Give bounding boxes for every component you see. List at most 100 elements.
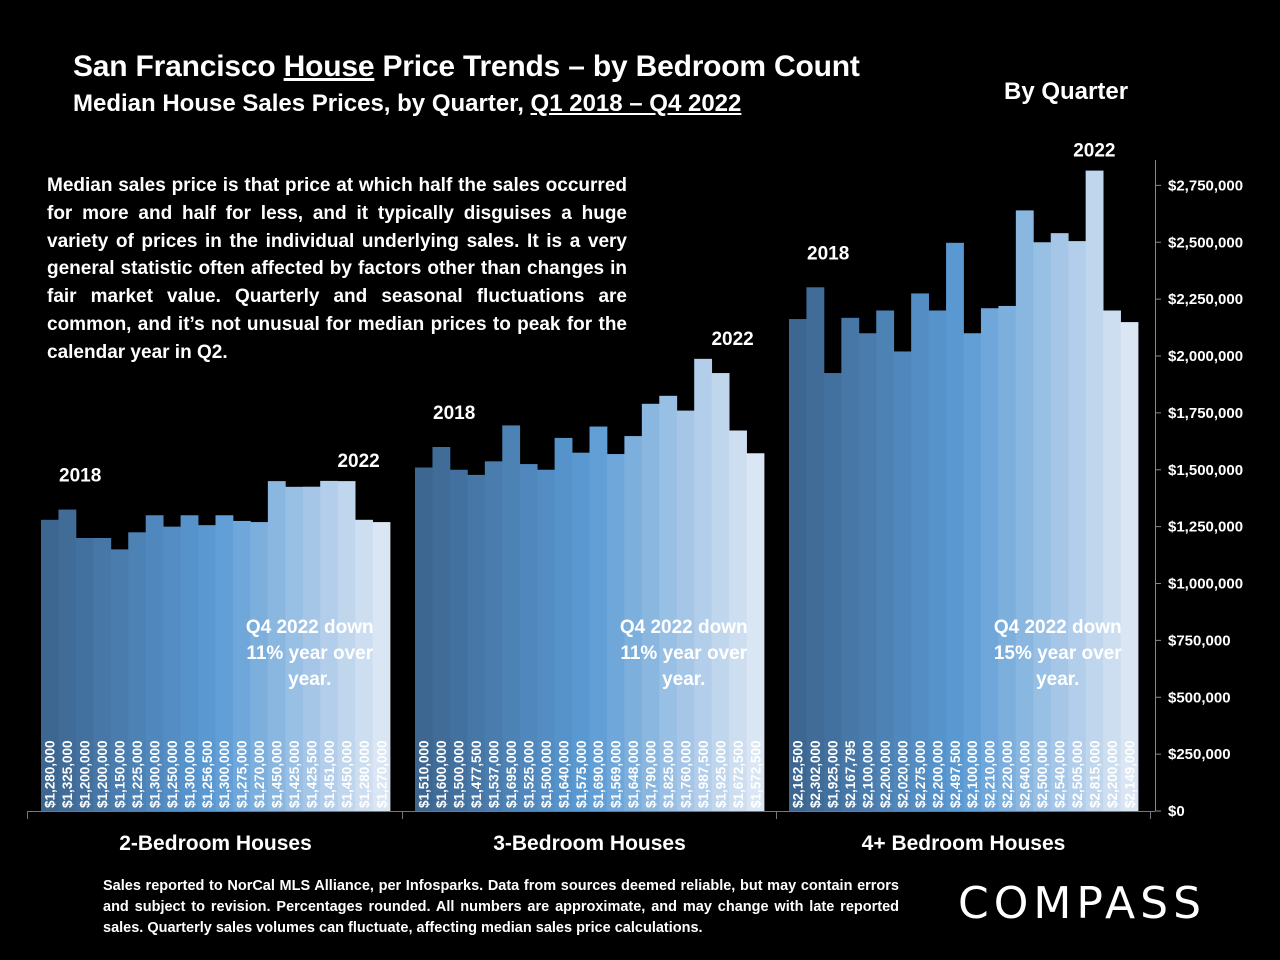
y-tick-label: $2,000,000 (1168, 348, 1243, 365)
bar-value-label: $2,302,000 (808, 740, 823, 808)
bar-value-label: $1,572,500 (748, 740, 763, 808)
category-label: 2-Bedroom Houses (119, 832, 312, 855)
bar-value-label: $2,020,000 (895, 740, 910, 808)
y-tick-label: $0 (1168, 803, 1185, 820)
bar-value-label: $1,925,000 (713, 740, 728, 808)
start-year-label: 2018 (433, 403, 475, 424)
bar (128, 532, 147, 811)
bar (355, 519, 373, 811)
bar (876, 310, 895, 811)
bar (624, 436, 643, 811)
bar-group-2: $1,510,000 $1,600,000 $1,500,000 $1,477,500… (415, 329, 765, 855)
bar-value-label: $1,600,000 (434, 740, 449, 808)
bar-value-label: $1,225,000 (130, 740, 145, 808)
change-note-line: Q4 2022 down (246, 617, 374, 638)
bar (93, 538, 112, 811)
start-year-label: 2018 (807, 243, 849, 264)
bar (998, 305, 1017, 811)
bar-value-label: $1,450,000 (270, 740, 285, 808)
subtitle-prefix: Median House Sales Prices, by Quarter, (73, 90, 531, 117)
bar (1103, 310, 1121, 811)
y-tick-label: $2,750,000 (1168, 177, 1243, 194)
change-note-line: 11% year over (246, 643, 373, 664)
bar-value-label: $2,500,000 (1035, 740, 1050, 808)
end-year-label: 2022 (711, 329, 753, 350)
bar (467, 474, 486, 811)
end-year-label: 2022 (1073, 141, 1115, 162)
bar-value-label: $2,149,000 (1122, 740, 1137, 808)
bar (641, 403, 660, 811)
bar-value-label: $2,505,000 (1070, 740, 1085, 808)
change-note-line: 11% year over (620, 643, 747, 664)
bar (198, 525, 216, 811)
bar-value-label: $1,275,000 (235, 740, 250, 808)
change-note-line: 15% year over (994, 643, 1122, 664)
bar (823, 373, 842, 811)
bar-value-label: $1,575,000 (574, 740, 589, 808)
bar-value-label: $2,497,500 (948, 740, 963, 808)
bar (41, 519, 59, 811)
bar-value-label: $2,210,000 (983, 740, 998, 808)
change-note-line: year. (1036, 669, 1079, 690)
y-tick-label: $500,000 (1168, 689, 1231, 706)
bar-value-label: $2,815,000 (1087, 740, 1102, 808)
change-note-line: year. (662, 669, 705, 690)
bar (267, 481, 286, 811)
compass-logo: COMPASS (958, 878, 1206, 929)
bar-value-label: $1,695,000 (504, 740, 519, 808)
bar (180, 515, 199, 811)
bar (232, 520, 251, 811)
bar-value-label: $1,477,500 (469, 740, 484, 808)
bar-value-label: $1,300,000 (147, 740, 162, 808)
bar (711, 373, 730, 811)
bar-value-label: $1,525,000 (521, 740, 536, 808)
y-tick-label: $1,250,000 (1168, 519, 1243, 536)
category-label: 3-Bedroom Houses (493, 832, 686, 855)
bar (302, 486, 321, 811)
by-quarter-label: By Quarter (1004, 78, 1129, 105)
bar (911, 293, 929, 811)
y-tick-label: $1,750,000 (1168, 405, 1243, 422)
bar (1015, 210, 1034, 811)
bar (163, 526, 181, 812)
bar (806, 287, 825, 811)
bar-value-label: $1,200,000 (78, 740, 93, 808)
bar-value-label: $1,450,000 (339, 740, 354, 808)
bar-value-label: $2,275,000 (913, 740, 928, 808)
bar (432, 447, 451, 811)
bar-value-label: $1,825,000 (661, 740, 676, 808)
bar (415, 467, 433, 811)
title-underlined: House (283, 50, 375, 83)
category-label: 4+ Bedroom Houses (862, 832, 1066, 855)
bar-value-label: $1,648,000 (626, 740, 641, 808)
bar-value-label: $1,500,000 (539, 740, 554, 808)
bar-value-label: $1,256,500 (200, 740, 215, 808)
bar (1085, 170, 1104, 812)
bar (858, 333, 877, 811)
bar-value-label: $1,500,000 (452, 740, 467, 808)
bar-value-label: $2,100,000 (965, 740, 980, 808)
bar-value-label: $1,300,000 (182, 740, 197, 808)
title-suffix: Price Trends – by Bedroom Count (374, 50, 860, 83)
title-prefix: San Francisco (73, 50, 284, 83)
bar-value-label: $1,987,500 (696, 740, 711, 808)
bar-value-label: $1,672,500 (731, 740, 746, 808)
chart-title: San Francisco House Price Trends – by Be… (73, 50, 860, 84)
bar-value-label: $1,569,000 (609, 740, 624, 808)
subtitle-underlined: Q1 2018 – Q4 2022 (530, 90, 742, 117)
bar-value-label: $1,760,000 (679, 740, 694, 808)
start-year-label: 2018 (59, 466, 101, 487)
bar (519, 464, 538, 811)
bar-value-label: $1,537,000 (487, 740, 502, 808)
bar (484, 461, 503, 811)
end-year-label: 2022 (337, 451, 379, 472)
y-tick-label: $1,500,000 (1168, 462, 1243, 479)
bar (572, 452, 590, 811)
bar-value-label: $1,510,000 (417, 740, 432, 808)
bar-value-label: $2,167,795 (843, 740, 858, 808)
bar-value-label: $2,200,000 (930, 740, 945, 808)
bar-value-label: $1,451,000 (322, 740, 337, 808)
bar (729, 430, 747, 811)
bar (1068, 241, 1087, 812)
bar-value-label: $1,425,000 (287, 740, 302, 808)
